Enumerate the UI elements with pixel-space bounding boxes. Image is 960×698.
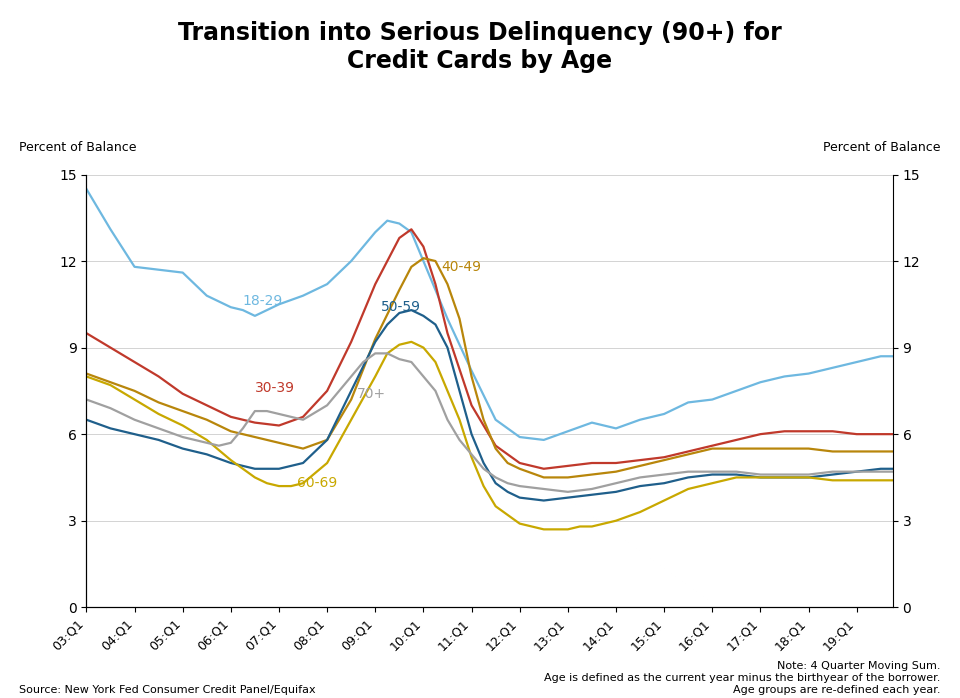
Text: 70+: 70+ [357,387,386,401]
Text: Percent of Balance: Percent of Balance [824,140,941,154]
Text: 50-59: 50-59 [381,300,421,314]
Text: Transition into Serious Delinquency (90+) for
Credit Cards by Age: Transition into Serious Delinquency (90+… [179,21,781,73]
Text: 40-49: 40-49 [442,260,482,274]
Text: 30-39: 30-39 [255,381,295,395]
Text: 60-69: 60-69 [297,476,337,490]
Text: 18-29: 18-29 [243,295,283,309]
Text: Percent of Balance: Percent of Balance [19,140,136,154]
Text: Source: New York Fed Consumer Credit Panel/Equifax: Source: New York Fed Consumer Credit Pan… [19,685,316,695]
Text: Note: 4 Quarter Moving Sum.
Age is defined as the current year minus the birthye: Note: 4 Quarter Moving Sum. Age is defin… [544,661,941,695]
